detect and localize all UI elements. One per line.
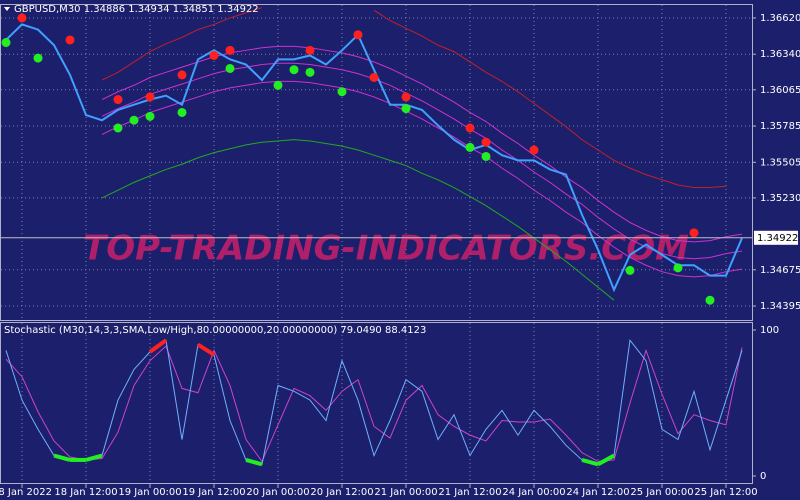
signal-dot	[1, 38, 11, 48]
signal-dot	[401, 104, 411, 114]
signal-dot	[401, 92, 411, 102]
signal-dot	[481, 137, 491, 147]
y-tick-label: 1.34675	[760, 265, 800, 276]
stoch-zone-segment	[148, 338, 168, 354]
y-tick-label: 0	[760, 471, 766, 482]
signal-dot	[113, 123, 123, 133]
plot-layer: 1.36620 1.36340 1.36065 1.35785 1.35505 1.352…	[0, 5, 800, 498]
stoch-line	[5, 345, 743, 463]
x-tick-label: 25 Jan 12:00	[694, 487, 757, 498]
signal-dot	[113, 95, 123, 105]
chart-title: GBPUSD,M30 1.34886 1.34934 1.34851 1.349…	[14, 4, 259, 15]
price-line	[5, 23, 743, 293]
y-tick-label: 1.36065	[760, 85, 800, 96]
menu-arrow[interactable]	[4, 7, 10, 11]
y-tick-label: 1.35230	[760, 193, 800, 204]
x-tick-label: 21 Jan 12:00	[438, 487, 501, 498]
series-group	[5, 338, 743, 467]
signal-dot	[65, 35, 75, 45]
stoch-zone-segment	[597, 453, 615, 467]
x-tick-label: 24 Jan 00:00	[502, 487, 565, 498]
x-tick-label: 25 Jan 00:00	[630, 487, 693, 498]
x-tick-label: 24 Jan 12:00	[566, 487, 629, 498]
price-line	[101, 62, 743, 260]
x-tick-label: 18 Jan 2022	[0, 487, 52, 498]
last-price-label: 1.34922	[757, 233, 798, 244]
watermark: TOP-TRADING-INDICATORS.COM	[83, 229, 689, 269]
signal-dot	[625, 265, 635, 275]
y-tick-label: 1.35785	[760, 121, 800, 132]
signal-dot	[289, 65, 299, 75]
signal-dot	[481, 151, 491, 161]
signal-dot	[305, 67, 315, 77]
price-line	[101, 139, 615, 301]
signal-dot	[689, 228, 699, 238]
stoch-zone-segment	[85, 453, 103, 462]
signal-dot	[465, 123, 475, 133]
x-tick-label: 18 Jan 12:00	[54, 487, 117, 498]
signal-dot	[337, 87, 347, 97]
signal-dot	[209, 50, 219, 60]
stoch-line	[5, 338, 743, 465]
stoch-zone-segment	[581, 458, 599, 467]
price-line	[101, 45, 743, 243]
x-tick-label: 19 Jan 00:00	[118, 487, 181, 498]
price-line	[101, 7, 727, 189]
signal-dot	[33, 53, 43, 63]
signal-dot	[177, 107, 187, 117]
signal-dot	[225, 45, 235, 55]
signal-dot	[369, 73, 379, 83]
x-tick-label: 20 Jan 00:00	[246, 487, 309, 498]
y-tick-label: 1.36620	[760, 13, 800, 24]
signal-dot	[705, 295, 715, 305]
stoch-zone-segment	[245, 458, 263, 467]
signal-dot	[305, 45, 315, 55]
last-price-box	[754, 230, 798, 245]
signal-dot	[673, 263, 683, 273]
signal-dot	[529, 145, 539, 155]
signal-dot	[145, 92, 155, 102]
signal-dot	[17, 13, 27, 23]
y-tick-label: 1.34395	[760, 301, 800, 312]
stoch-zone-segment	[53, 453, 71, 462]
signal-dot	[353, 30, 363, 40]
signal-dot	[225, 63, 235, 73]
stoch-zone-segment	[196, 342, 216, 357]
x-tick-label: 21 Jan 00:00	[374, 487, 437, 498]
signal-dot	[129, 115, 139, 125]
y-tick-label: 1.35505	[760, 157, 800, 168]
signal-dot	[145, 111, 155, 121]
signal-dot	[177, 70, 187, 80]
y-tick-label: 100	[760, 325, 779, 336]
stoch-title: Stochastic (M30,14,3,3,SMA,Low/High,80.0…	[4, 325, 426, 336]
signal-dot	[273, 80, 283, 90]
series-group	[1, 7, 743, 305]
stoch-frame	[0, 322, 753, 484]
price-line	[101, 80, 743, 278]
y-tick-label: 1.36340	[760, 49, 800, 60]
x-tick-label: 20 Jan 12:00	[310, 487, 373, 498]
signal-dot	[465, 142, 475, 152]
x-tick-label: 19 Jan 12:00	[182, 487, 245, 498]
